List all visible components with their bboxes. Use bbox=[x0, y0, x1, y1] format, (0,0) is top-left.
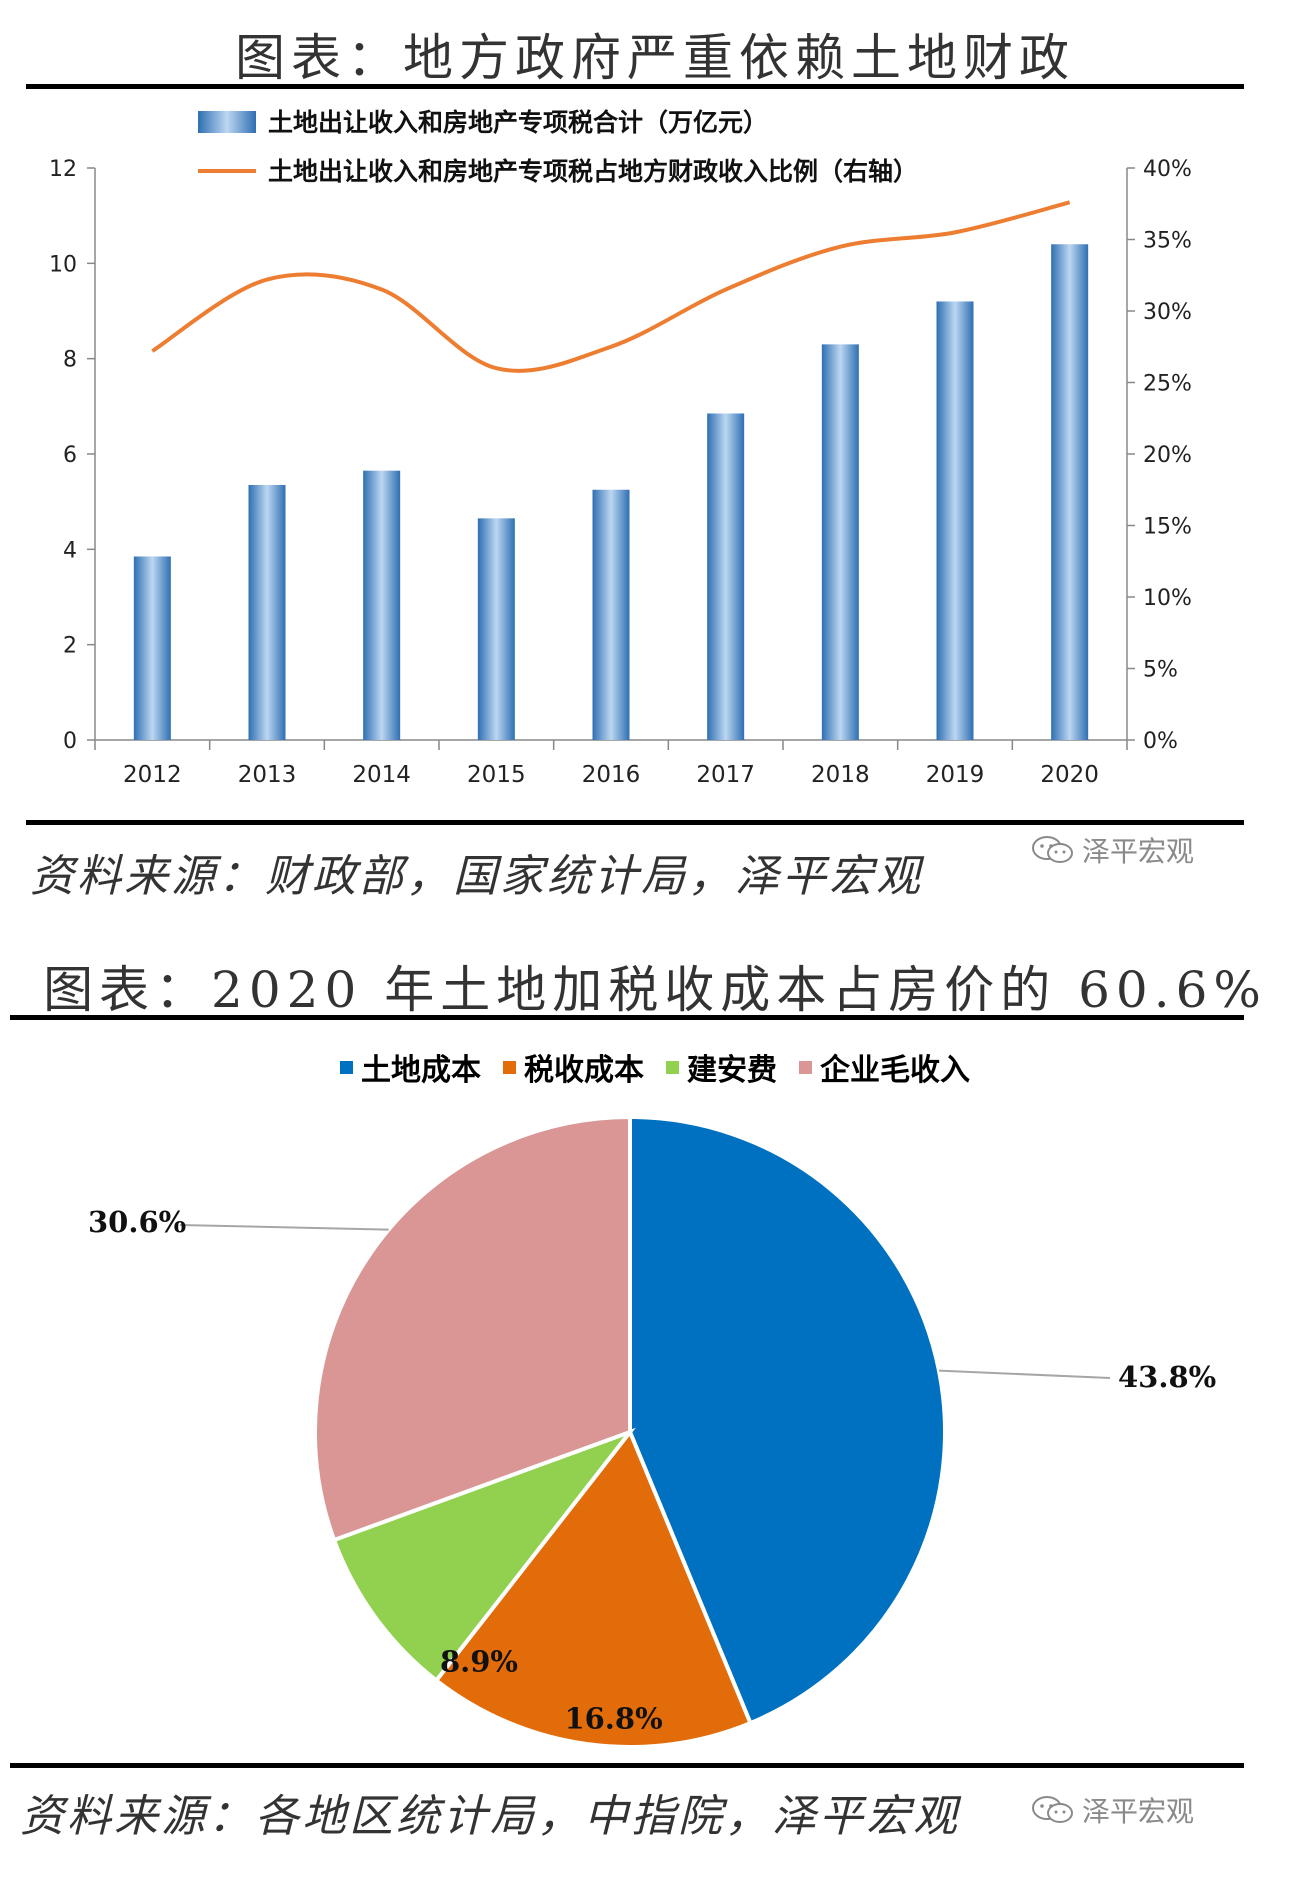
watermark-text: 泽平宏观 bbox=[1082, 835, 1195, 868]
chart2-top-rule bbox=[10, 1015, 1244, 1020]
bar bbox=[1051, 244, 1089, 740]
bar bbox=[248, 484, 286, 740]
x-tick-label: 2013 bbox=[238, 762, 297, 788]
y2-tick-label: 20% bbox=[1143, 443, 1192, 468]
pie-slice bbox=[313, 1114, 632, 1543]
watermark-text: 泽平宏观 bbox=[1082, 1795, 1195, 1828]
y-tick-label: 4 bbox=[63, 538, 77, 563]
pie-slice bbox=[433, 1428, 754, 1749]
y2-tick-label: 0% bbox=[1143, 729, 1178, 754]
chart1-source: 资料来源：财政部，国家统计局，泽平宏观 bbox=[30, 851, 923, 902]
x-tick-label: 2012 bbox=[123, 762, 182, 788]
wechat-icon bbox=[1032, 1796, 1073, 1823]
y-tick-label: 8 bbox=[63, 348, 77, 373]
x-tick-label: 2018 bbox=[811, 762, 870, 788]
y-tick-label: 2 bbox=[63, 634, 77, 659]
y-tick-label: 12 bbox=[49, 157, 77, 182]
y-tick-label: 6 bbox=[63, 443, 77, 468]
y-tick-label: 10 bbox=[49, 252, 77, 277]
bar bbox=[477, 518, 515, 740]
legend-label: 企业毛收入 bbox=[820, 1053, 970, 1088]
legend-label: 建安费 bbox=[687, 1053, 777, 1088]
bar bbox=[707, 413, 745, 740]
pie-value-label: 8.9% bbox=[440, 1644, 518, 1678]
chart2-title: 图表：2020 年土地加税收成本占房价的 60.6% bbox=[43, 961, 1267, 1019]
chart1-line bbox=[151, 200, 1071, 373]
legend-item-land: 土地成本 bbox=[340, 1045, 481, 1089]
legend-line-label: 土地出让收入和房地产专项税占地方财政收入比例（右轴） bbox=[268, 157, 918, 186]
legend-item-tax: 税收成本 bbox=[503, 1045, 644, 1089]
pie-value-label: 16.8% bbox=[564, 1701, 662, 1735]
chart2-source: 资料来源：各地区统计局，中指院，泽平宏观 bbox=[20, 1791, 960, 1842]
legend-swatch bbox=[666, 1060, 679, 1074]
chart1-plot: 0 2 4 6 8 10 12 0% 5% 10% 15% 20% 25% 30% 35% 40% 2012 20… bbox=[49, 108, 1192, 788]
wechat-icon bbox=[1032, 836, 1073, 863]
legend-swatch bbox=[799, 1060, 812, 1074]
x-tick-label: 2016 bbox=[582, 762, 641, 788]
bar bbox=[592, 489, 630, 740]
legend-label: 土地成本 bbox=[361, 1053, 481, 1088]
x-tick-label: 2017 bbox=[696, 762, 755, 788]
legend-bar-swatch bbox=[198, 111, 256, 133]
chart1-top-rule bbox=[26, 84, 1244, 89]
pie-slice bbox=[628, 1114, 947, 1726]
legend-item-gross-income: 企业毛收入 bbox=[799, 1045, 970, 1089]
y2-tick-label: 35% bbox=[1143, 229, 1192, 254]
chart1-axes: 0 2 4 6 8 10 12 0% 5% 10% 15% 20% 25% 30% 35% 40% 2012 20… bbox=[49, 157, 1192, 788]
y2-tick-label: 40% bbox=[1143, 157, 1192, 182]
chart2-watermark: 泽平宏观 bbox=[1030, 1790, 1194, 1830]
bar bbox=[363, 470, 401, 740]
pie-labels: 43.8% 16.8% 8.9% 30.6% bbox=[88, 1205, 1216, 1735]
chart2-pie: 43.8% 16.8% 8.9% 30.6% bbox=[88, 1114, 1216, 1749]
chart1-legend: 土地出让收入和房地产专项税合计（万亿元） 土地出让收入和房地产专项税占地方财政收入… bbox=[198, 108, 918, 186]
legend-swatch bbox=[503, 1060, 516, 1074]
bar bbox=[821, 344, 859, 740]
y2-tick-label: 15% bbox=[1143, 515, 1192, 540]
bar bbox=[936, 301, 974, 740]
y2-tick-label: 25% bbox=[1143, 372, 1192, 397]
leader-line bbox=[179, 1224, 389, 1231]
x-tick-label: 2015 bbox=[467, 762, 526, 788]
pie-value-label: 43.8% bbox=[1118, 1360, 1216, 1394]
legend-label: 税收成本 bbox=[524, 1053, 644, 1088]
x-tick-label: 2020 bbox=[1040, 762, 1099, 788]
legend-item-construction: 建安费 bbox=[666, 1045, 777, 1089]
legend-swatch bbox=[340, 1060, 353, 1074]
chart2-bottom-rule bbox=[10, 1763, 1244, 1768]
chart1-bottom-rule bbox=[26, 820, 1244, 825]
chart1-watermark: 泽平宏观 bbox=[1030, 830, 1194, 870]
x-tick-label: 2014 bbox=[352, 762, 411, 788]
pie-slice bbox=[331, 1427, 636, 1684]
chart1-title: 图表：地方政府严重依赖土地财政 bbox=[235, 29, 1075, 87]
x-tick-label: 2019 bbox=[926, 762, 985, 788]
y-tick-label: 0 bbox=[63, 729, 77, 754]
pie-value-label: 30.6% bbox=[88, 1205, 186, 1239]
y2-tick-label: 5% bbox=[1143, 658, 1178, 683]
chart2-legend: 土地成本 税收成本 建安费 企业毛收入 bbox=[0, 1045, 1310, 1089]
y2-tick-label: 30% bbox=[1143, 300, 1192, 325]
legend-bar-label: 土地出让收入和房地产专项税合计（万亿元） bbox=[268, 108, 768, 137]
pie-slices bbox=[313, 1114, 947, 1749]
leader-line bbox=[938, 1369, 1111, 1379]
bar bbox=[133, 556, 171, 740]
chart1-bars bbox=[133, 244, 1089, 740]
y2-tick-label: 10% bbox=[1143, 586, 1192, 611]
series-line bbox=[151, 200, 1071, 373]
